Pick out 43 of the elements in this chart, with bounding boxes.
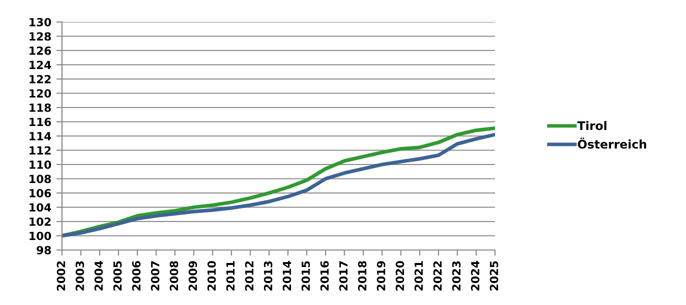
x-tick-label: 2023 bbox=[452, 261, 461, 290]
x-tick-label: 2008 bbox=[170, 261, 178, 290]
x-tick-label: 2019 bbox=[376, 261, 386, 290]
y-tick-label: 98 bbox=[36, 246, 51, 254]
x-tick-label: 2011 bbox=[226, 261, 235, 290]
x-tick-label: 2024 bbox=[470, 260, 480, 290]
x-tick-label: 2016 bbox=[320, 261, 329, 290]
y-tick-label: 116 bbox=[30, 118, 51, 126]
x-tick-label: 2014 bbox=[282, 260, 292, 290]
x-tick-label: 2009 bbox=[188, 261, 198, 290]
x-tick-label: 2004 bbox=[94, 260, 103, 290]
y-tick-label: 106 bbox=[30, 188, 51, 198]
y-tick-label: 108 bbox=[30, 174, 51, 184]
y-tick-label: 118 bbox=[30, 103, 51, 112]
x-tick-label: 2010 bbox=[207, 260, 216, 290]
x-tick-label: 2018 bbox=[358, 261, 366, 290]
x-tick-label: 2007 bbox=[150, 261, 160, 290]
y-tick-label: 114 bbox=[30, 132, 52, 140]
x-tick-label: 2020 bbox=[396, 260, 404, 290]
x-tick-label: 2025 bbox=[490, 261, 498, 290]
legend-label: Tirol bbox=[577, 121, 606, 130]
x-tick-label: 2012 bbox=[245, 261, 254, 290]
x-tick-label: 2017 bbox=[339, 261, 348, 290]
y-tick-label: 120 bbox=[30, 89, 52, 98]
y-tick-label: 124 bbox=[30, 60, 52, 69]
y-tick-label: 100 bbox=[30, 232, 52, 240]
x-tick-label: 2021 bbox=[414, 261, 423, 290]
y-tick-label: 126 bbox=[30, 46, 51, 55]
x-tick-label: 2015 bbox=[302, 261, 310, 290]
y-tick-label: 122 bbox=[30, 74, 51, 84]
y-tick-label: 102 bbox=[30, 217, 51, 226]
x-tick-label: 2005 bbox=[113, 261, 122, 290]
x-tick-label: 2022 bbox=[433, 261, 442, 290]
y-tick-label: 104 bbox=[30, 203, 52, 212]
y-tick-label: 128 bbox=[30, 32, 51, 41]
y-tick-label: 110 bbox=[30, 160, 52, 169]
y-tick-label: 112 bbox=[30, 146, 51, 154]
x-tick-label: 2002 bbox=[56, 261, 66, 290]
x-tick-label: 2006 bbox=[132, 261, 141, 290]
legend-label: Österreich bbox=[578, 138, 646, 149]
x-tick-label: 2013 bbox=[264, 261, 272, 290]
y-tick-label: 130 bbox=[30, 18, 52, 26]
x-tick-label: 2003 bbox=[76, 261, 84, 290]
